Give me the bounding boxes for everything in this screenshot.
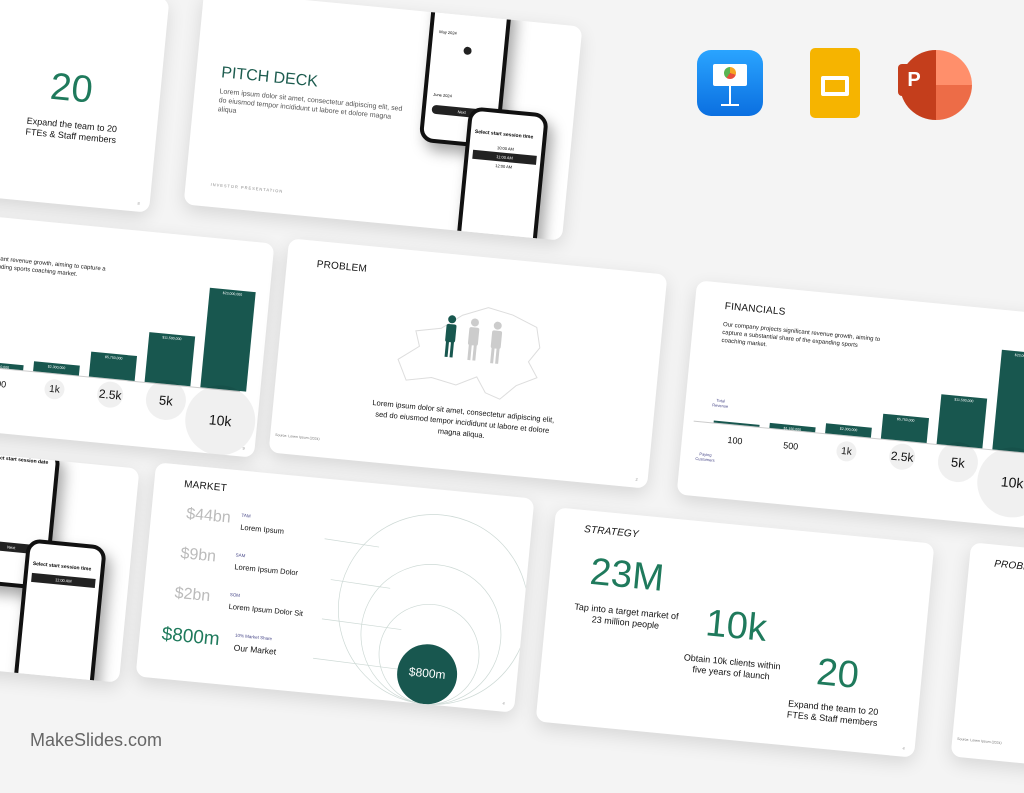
slide-market[interactable]: MARKET $44bn TAM Lorem Ipsum $9bn SAM Lorem … <box>135 462 535 713</box>
revenue-chart: 100$1,150,000500$2,300,0001k$5,750,0002.… <box>0 207 274 458</box>
map-outline <box>397 307 541 400</box>
chart-bar: $2,300,000 <box>825 423 872 438</box>
chart-bar: $23,000,000 <box>200 287 256 392</box>
bar-data-label: $23,000,000 <box>1014 353 1024 359</box>
keynote-icon <box>697 50 763 116</box>
bar-data-label: $11,500,000 <box>162 335 182 342</box>
chart-bar: $1,150,000 <box>769 422 816 433</box>
page-number: 4 <box>502 700 505 706</box>
person-icon <box>467 318 480 361</box>
phone-mockup-time: Select start session time 10:00 AM 11:00… <box>454 106 549 241</box>
slide-problem-partial[interactable]: PROBLEM Source: Lorem Ipsum (2024) <box>950 542 1024 793</box>
pitch-title: PITCH DECK <box>220 64 319 91</box>
bar-data-label: $2,300,000 <box>839 426 858 433</box>
category-label: 1k <box>835 440 858 463</box>
slide-strategy-partial[interactable]: 10k Obtain 10k clients within five years… <box>0 0 170 213</box>
page-number: 4 <box>902 745 905 751</box>
person-icon-highlighted <box>444 315 457 358</box>
chart-bar: $11,500,000 <box>936 394 988 449</box>
slide-financials-partial[interactable]: Our company projects significant revenue… <box>0 207 275 458</box>
stat-caption: Obtain 10k clients within five years of … <box>683 652 781 682</box>
slide-pitch-deck[interactable]: PITCH DECK Lorem ipsum dolor sit amet, c… <box>183 0 583 241</box>
stat-value: 20 <box>48 65 95 112</box>
person-icon <box>490 321 503 364</box>
category-label: 100 <box>727 434 743 447</box>
bar-data-label: $5,750,000 <box>896 417 915 423</box>
google-slides-icon <box>810 48 860 118</box>
stat-caption: Expand the team to 20 FTEs & Staff membe… <box>25 115 118 146</box>
chart-bar: $5,750,000 <box>88 351 138 381</box>
source-note: Source: Lorem Ipsum (2024) <box>957 736 1002 746</box>
category-label: 10k <box>974 444 1024 521</box>
stat-caption: Tap into a target market of 23 million p… <box>573 601 680 631</box>
stat-caption: Expand the team to 20 FTEs & Staff membe… <box>786 698 879 729</box>
chart-bar: $11,500,000 <box>144 332 196 387</box>
pitch-text: Lorem ipsum dolor sit amet, consectetur … <box>217 88 403 121</box>
our-market-circle <box>397 644 458 705</box>
month-label: June 2024 <box>433 91 453 99</box>
problem-title: PROBLEM <box>316 259 368 275</box>
problem-title: PROBLEM <box>993 558 1024 575</box>
chart-bar: $1,150,000 <box>0 360 24 371</box>
category-label: 500 <box>782 440 799 452</box>
category-label: 2.5k <box>888 442 917 471</box>
powerpoint-icon: P <box>898 50 972 120</box>
page-number: 2 <box>635 476 638 482</box>
phone-mockup-time: Select start session time 11:00 AM <box>12 538 107 683</box>
phone-title: Select start session time <box>474 128 534 141</box>
slide-app-partial[interactable]: Select start session date Next Select st… <box>0 432 140 683</box>
bar-data-label: $2,300,000 <box>47 364 66 371</box>
stat-value: 23M <box>588 550 666 600</box>
chart-bar: $2,300,000 <box>33 361 80 376</box>
watermark: MakeSlides.com <box>30 730 163 750</box>
page-number: 9 <box>242 445 245 451</box>
bar-data-label: $11,500,000 <box>954 397 974 404</box>
category-label: 10k <box>182 382 259 458</box>
slide-strategy[interactable]: STRATEGY 23M Tap into a target market of… <box>535 507 935 758</box>
category-label: 1k <box>43 378 66 401</box>
strategy-title: STRATEGY <box>583 524 640 541</box>
bar-data-label: $5,750,000 <box>104 354 123 361</box>
revenue-chart: 100 $1,150,000 500 $2,300,000 1k $5,750,000 2.… <box>677 280 1024 530</box>
phone-title: Select start session date <box>441 3 501 15</box>
chart-bar: $5,750,000 <box>880 413 930 444</box>
selected-date <box>463 46 472 56</box>
source-note: Source: Lorem Ipsum (2024) <box>275 432 320 442</box>
bar-data-label: $1,150,000 <box>783 426 802 432</box>
market-circles <box>313 514 529 705</box>
stat-value: 20 <box>814 651 861 697</box>
time-option-selected[interactable]: 11:00 AM <box>31 572 96 588</box>
chart-bar: $23,000,000 <box>992 349 1024 454</box>
category-label: 2.5k <box>96 380 125 409</box>
bar-data-label: $1,150,000 <box>0 364 10 370</box>
bar-data-label: $23,000,000 <box>222 290 243 297</box>
slide-problem[interactable]: PROBLEM Lorem ipsum dolor sit amet, cons… <box>268 238 668 489</box>
stat-value: 10k <box>703 602 769 650</box>
category-label: 500 <box>0 378 7 390</box>
phone-title: Select start session time <box>32 560 92 573</box>
slide-financials[interactable]: FINANCIALS Our company projects signific… <box>676 280 1024 531</box>
pitch-footer: INVESTOR PRESENTATION <box>210 181 284 194</box>
page-number: 8 <box>137 200 140 206</box>
phone-title: Select start session date <box>0 454 49 466</box>
month-label: May 2024 <box>439 29 458 36</box>
